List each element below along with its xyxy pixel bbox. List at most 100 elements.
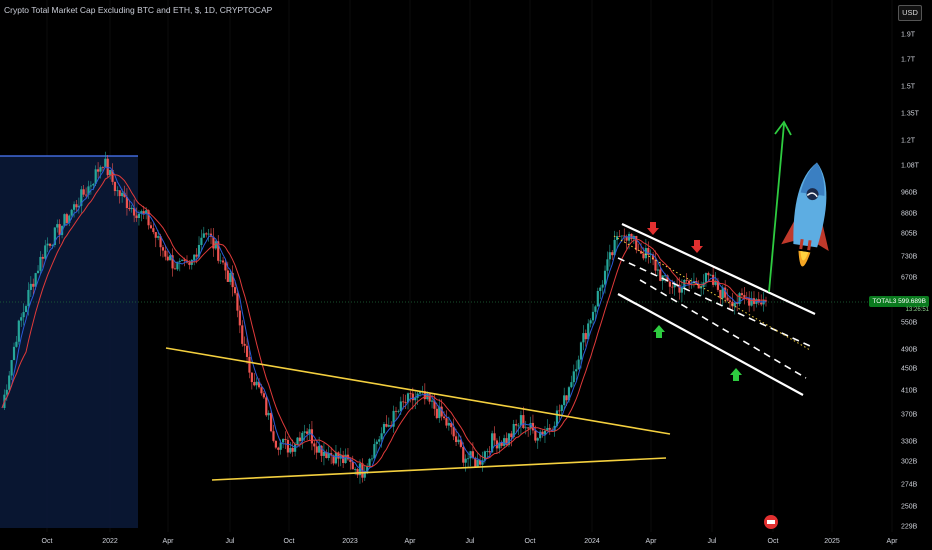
candle: [358, 463, 362, 476]
candle: [491, 433, 494, 453]
candle: [623, 235, 626, 237]
candle: [241, 325, 244, 344]
candle: [125, 197, 129, 209]
candle: [654, 259, 657, 271]
candle: [231, 272, 234, 288]
candle: [166, 256, 169, 261]
y-tick-label: 450B: [901, 366, 918, 373]
candle: [89, 185, 92, 187]
candle: [700, 286, 703, 289]
candle: [575, 369, 578, 372]
candle: [169, 255, 172, 261]
candle: [294, 444, 297, 452]
x-tick-label: Apr: [646, 538, 658, 545]
candle: [726, 297, 729, 301]
candle: [515, 423, 518, 426]
sell-arrow-2: [691, 240, 703, 253]
candle: [433, 400, 436, 409]
candle: [764, 300, 768, 302]
channel-lower-line[interactable]: [617, 293, 804, 396]
candle: [555, 410, 559, 426]
candle: [70, 209, 73, 216]
candle: [589, 320, 592, 324]
candle: [591, 311, 595, 321]
candle: [349, 459, 352, 462]
candle: [224, 262, 227, 271]
candle: [529, 422, 532, 429]
x-tick-label: Jul: [708, 538, 717, 545]
channel-upper-line[interactable]: [621, 223, 816, 315]
candle: [123, 192, 126, 198]
x-tick-label: Apr: [163, 538, 175, 545]
candle: [109, 169, 112, 176]
candle: [301, 432, 304, 442]
candle: [488, 451, 491, 453]
channel-lower-mid-line[interactable]: [639, 279, 807, 379]
candle: [517, 425, 520, 427]
candle: [24, 306, 28, 313]
candle: [315, 446, 318, 453]
y-axis[interactable]: 1.9T 1.7T 1.5T 1.35T 1.2T 1.08T 960B 880B 805B 73…: [901, 32, 920, 531]
candle: [272, 431, 275, 441]
triangle-lower-trendline[interactable]: [211, 457, 667, 481]
candle: [229, 272, 232, 282]
candle: [402, 401, 405, 403]
candle: [724, 287, 727, 298]
candle: [310, 429, 314, 444]
candle: [248, 356, 251, 373]
candle: [212, 236, 215, 249]
candle: [29, 283, 32, 290]
candle: [277, 447, 280, 450]
candle: [375, 441, 378, 445]
y-tick-label: 1.7T: [901, 57, 916, 64]
candle: [48, 243, 52, 246]
currency-selector[interactable]: USD: [898, 5, 922, 21]
candle: [214, 241, 217, 249]
candle: [370, 458, 374, 460]
candle: [406, 393, 410, 403]
candle: [106, 158, 109, 176]
candle: [41, 256, 44, 259]
candle: [22, 312, 25, 318]
x-tick-label: Jul: [226, 538, 235, 545]
candle: [82, 189, 85, 195]
moving-average-red: [1, 173, 767, 468]
candle: [322, 451, 326, 456]
y-tick-label: 550B: [901, 320, 918, 327]
candle: [392, 410, 395, 427]
candle: [579, 342, 583, 360]
candle: [743, 295, 746, 298]
candle: [642, 253, 645, 259]
candle: [245, 345, 249, 357]
candle: [44, 245, 47, 259]
candle: [104, 158, 107, 168]
candle: [334, 452, 338, 464]
y-tick-label: 250B: [901, 504, 918, 511]
candle: [428, 394, 431, 402]
candle: [543, 430, 547, 435]
candle: [495, 440, 499, 449]
y-tick-label: 1.9T: [901, 32, 916, 39]
candle: [161, 247, 165, 251]
y-tick-label: 1.2T: [901, 138, 916, 145]
candle: [281, 438, 285, 443]
candle: [183, 259, 186, 261]
candle: [647, 248, 650, 255]
channel-middle-line[interactable]: [613, 235, 811, 351]
candle: [152, 228, 155, 233]
candle: [142, 211, 145, 214]
candle: [351, 461, 354, 470]
triangle-upper-trendline[interactable]: [165, 347, 671, 435]
candle: [159, 236, 162, 248]
y-tick-label: 302B: [901, 459, 918, 466]
candle: [594, 306, 597, 312]
candle: [145, 210, 148, 214]
y-tick-label: 670B: [901, 275, 918, 282]
candle: [519, 415, 523, 426]
x-axis[interactable]: Oct 2022 Apr Jul Oct 2023 Apr Jul Oct 2024 Apr Jul O…: [42, 538, 899, 545]
projection-arrow[interactable]: [768, 120, 792, 293]
candle: [140, 211, 143, 214]
candle: [97, 169, 100, 172]
candle: [298, 437, 302, 442]
